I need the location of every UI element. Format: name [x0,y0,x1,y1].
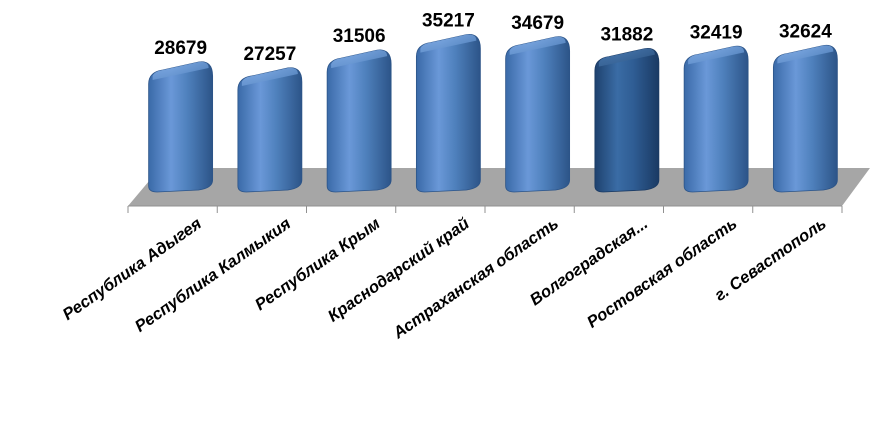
bar-2 [237,67,303,193]
bar-1 [148,61,214,193]
category-label-1: Республика Адыгея [59,214,205,324]
bar-3 [326,49,392,193]
bar-body [148,61,214,193]
bar-top [420,34,477,53]
bar-body [683,45,749,193]
value-label-7: 32419 [690,22,743,43]
value-label-3: 31506 [333,26,386,47]
bars-group [148,34,838,193]
value-label-4: 35217 [422,11,475,32]
value-label-8: 32624 [779,21,832,42]
bar-top [152,61,209,80]
bar-top [509,36,566,55]
bar-body [237,67,303,193]
bar-top [688,46,745,65]
bar-body [772,44,838,193]
category-label-5: Астраханская область [389,215,562,343]
bar-8 [772,44,838,193]
bar-top [598,48,655,67]
bar-6 [594,47,660,193]
bar-5 [505,36,571,193]
bar-top [331,50,388,69]
value-label-2: 27257 [243,44,296,65]
bar-body [326,49,392,193]
bar-body [594,47,660,193]
category-label-2: Республика Калмыкия [132,214,295,335]
bar-body [505,36,571,193]
category-label-7: Ростовская область [584,215,741,332]
bar-top [241,67,298,86]
value-labels-group: 28679 27257 31506 35217 34679 31882 32419 32624 [154,11,832,65]
bar-body [415,34,481,193]
value-label-1: 28679 [154,38,207,59]
bar-7 [683,45,749,193]
value-label-5: 34679 [511,13,564,34]
bar-top [777,45,834,64]
category-label-4: Краснодарский край [325,215,473,326]
value-label-6: 31882 [600,25,653,46]
bar-4 [415,34,481,193]
x-axis-ticks [127,206,843,213]
